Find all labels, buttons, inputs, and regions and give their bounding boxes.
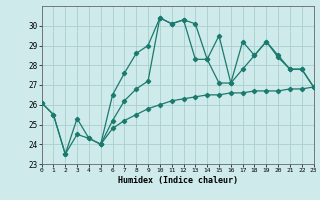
X-axis label: Humidex (Indice chaleur): Humidex (Indice chaleur) [118, 176, 237, 185]
